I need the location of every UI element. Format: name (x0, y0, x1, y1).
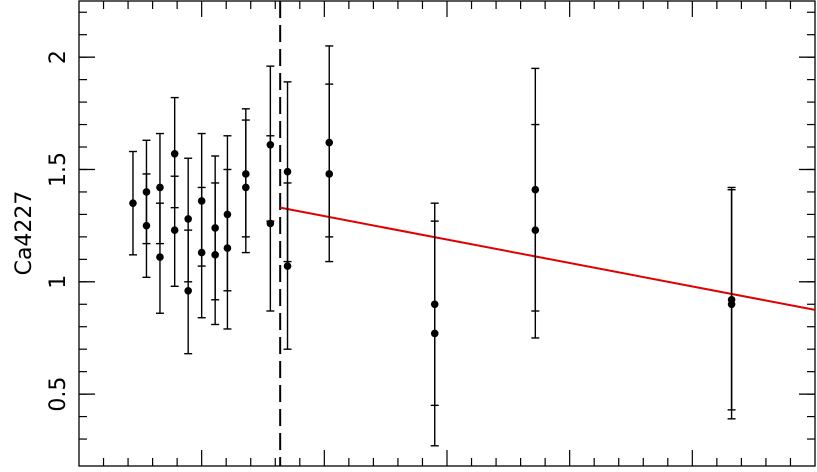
data-point (283, 262, 292, 270)
data-point-group (283, 182, 292, 350)
fit-line (279, 206, 816, 311)
y-tick-label: 1.5 (46, 152, 71, 187)
data-point (223, 244, 232, 252)
data-point-group (142, 173, 151, 279)
data-point (727, 300, 736, 309)
data-point-group (727, 188, 736, 420)
data-point-group (266, 135, 275, 312)
data-point (170, 149, 179, 158)
data-point-group (223, 168, 232, 330)
data-point (242, 183, 250, 192)
data-point-group (211, 182, 220, 326)
data-point (197, 248, 206, 257)
axis-ticks (79, 1, 815, 466)
data-point (184, 215, 192, 223)
plot-frame (78, 0, 816, 467)
y-axis-label: Ca4227 (12, 191, 37, 276)
y-tick-label: 2 (46, 50, 71, 64)
data-point-group (531, 123, 540, 339)
data-point (156, 253, 164, 261)
y-tick-label: 0.5 (46, 377, 71, 412)
data-point (531, 226, 540, 234)
data-point (266, 219, 275, 228)
data-point-group (184, 229, 193, 355)
data-point-group (128, 150, 137, 256)
data-point (170, 226, 179, 234)
data-points (128, 45, 736, 447)
data-point (156, 183, 164, 192)
data-point (142, 221, 151, 230)
y-tick-label: 1 (46, 275, 71, 289)
data-point (184, 286, 192, 295)
data-point-group (430, 220, 439, 447)
data-point (283, 167, 292, 176)
y-tick-labels: 0.5 1 1.5 2 (46, 50, 71, 411)
data-point-group (241, 119, 250, 254)
data-point (325, 170, 334, 178)
data-point (430, 329, 439, 338)
data-point (129, 199, 137, 207)
data-point (211, 251, 219, 259)
data-point-group (155, 202, 164, 314)
data-point-group (325, 83, 334, 263)
data-point-group (197, 186, 206, 319)
data-point-group (170, 175, 179, 287)
